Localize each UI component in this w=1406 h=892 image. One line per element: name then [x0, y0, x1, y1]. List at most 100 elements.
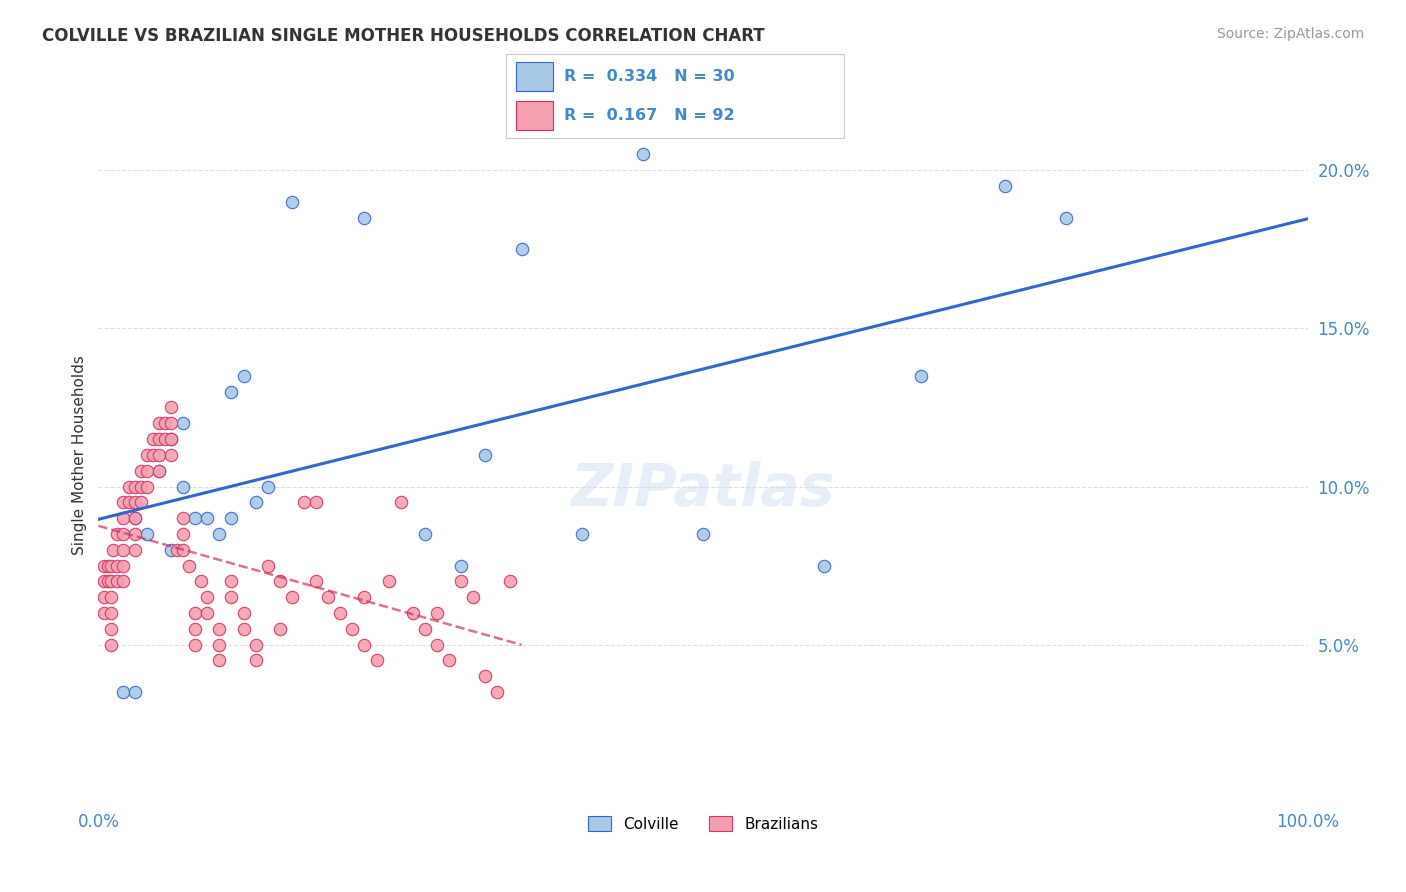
Point	[474, 448, 496, 462]
Point	[142, 432, 165, 446]
Point	[135, 527, 157, 541]
Point	[100, 606, 122, 620]
Point	[105, 574, 128, 589]
Point	[256, 479, 278, 493]
Point	[208, 527, 231, 541]
Point	[142, 448, 165, 462]
Point	[208, 638, 231, 652]
Point	[172, 479, 194, 493]
Point	[510, 243, 533, 257]
Point	[450, 558, 472, 573]
Point	[111, 558, 134, 573]
Point	[221, 511, 243, 525]
Point	[100, 638, 122, 652]
Point	[160, 417, 183, 431]
Point	[994, 179, 1017, 194]
Point	[195, 511, 218, 525]
Point	[245, 495, 267, 509]
Point	[281, 194, 304, 209]
Point	[124, 511, 146, 525]
Point	[100, 574, 122, 589]
Point	[269, 622, 291, 636]
Point	[232, 368, 254, 383]
Point	[353, 638, 375, 652]
Point	[111, 527, 134, 541]
Point	[498, 574, 520, 589]
Point	[172, 511, 194, 525]
Text: R =  0.334   N = 30: R = 0.334 N = 30	[564, 69, 734, 84]
Point	[111, 542, 134, 557]
Point	[172, 542, 194, 557]
Point	[269, 574, 291, 589]
Point	[329, 606, 352, 620]
Point	[305, 574, 328, 589]
Point	[910, 368, 932, 383]
Point	[172, 527, 194, 541]
Text: ZIPatlas: ZIPatlas	[571, 461, 835, 518]
Point	[426, 638, 449, 652]
Text: R =  0.167   N = 92: R = 0.167 N = 92	[564, 108, 734, 123]
Point	[366, 653, 388, 667]
Point	[208, 653, 231, 667]
Point	[413, 622, 436, 636]
Point	[97, 574, 120, 589]
Point	[93, 574, 115, 589]
Point	[221, 591, 243, 605]
Point	[111, 685, 134, 699]
Point	[179, 558, 201, 573]
Point	[93, 591, 115, 605]
Point	[148, 448, 170, 462]
Point	[124, 479, 146, 493]
Point	[160, 401, 183, 415]
Point	[1054, 211, 1077, 225]
Point	[148, 432, 170, 446]
Point	[208, 622, 231, 636]
Point	[571, 527, 593, 541]
Point	[160, 432, 183, 446]
Point	[100, 622, 122, 636]
Point	[129, 479, 152, 493]
Point	[100, 591, 122, 605]
Point	[160, 542, 183, 557]
Point	[463, 591, 485, 605]
Point	[124, 495, 146, 509]
Point	[166, 542, 188, 557]
Point	[105, 527, 128, 541]
Point	[135, 448, 157, 462]
Point	[195, 606, 218, 620]
Point	[353, 211, 375, 225]
Point	[153, 417, 176, 431]
Point	[184, 606, 207, 620]
Point	[135, 479, 157, 493]
Point	[129, 495, 152, 509]
Point	[232, 622, 254, 636]
Point	[190, 574, 212, 589]
Point	[221, 384, 243, 399]
Point	[124, 542, 146, 557]
Point	[101, 542, 124, 557]
Point	[813, 558, 835, 573]
FancyBboxPatch shape	[516, 62, 554, 91]
Point	[474, 669, 496, 683]
Point	[426, 606, 449, 620]
Point	[692, 527, 714, 541]
Point	[281, 591, 304, 605]
Point	[437, 653, 460, 667]
Y-axis label: Single Mother Households: Single Mother Households	[72, 355, 87, 555]
Point	[316, 591, 339, 605]
Point	[172, 417, 194, 431]
Point	[184, 622, 207, 636]
Point	[389, 495, 412, 509]
Point	[124, 685, 146, 699]
Point	[135, 464, 157, 478]
Text: COLVILLE VS BRAZILIAN SINGLE MOTHER HOUSEHOLDS CORRELATION CHART: COLVILLE VS BRAZILIAN SINGLE MOTHER HOUS…	[42, 27, 765, 45]
Point	[256, 558, 278, 573]
Point	[111, 574, 134, 589]
Point	[111, 511, 134, 525]
Point	[292, 495, 315, 509]
Point	[148, 417, 170, 431]
Point	[245, 653, 267, 667]
Point	[184, 511, 207, 525]
FancyBboxPatch shape	[516, 101, 554, 130]
Point	[631, 147, 654, 161]
